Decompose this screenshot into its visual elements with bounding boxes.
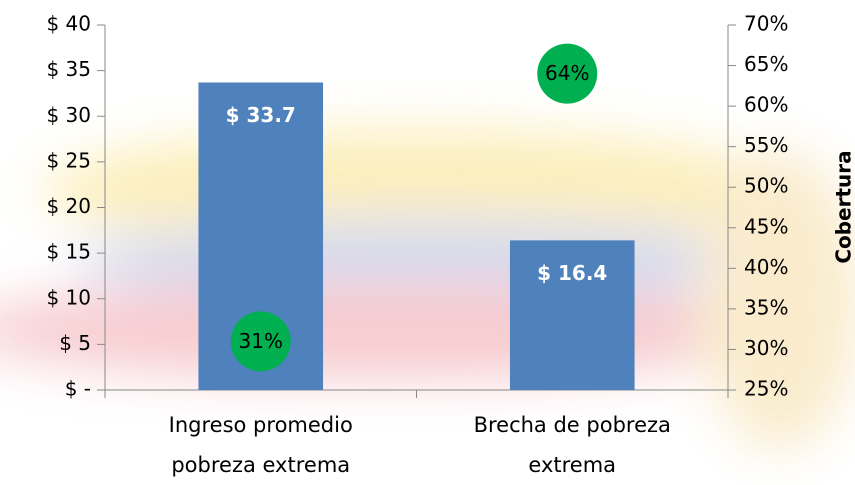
y2-tick-label: 70% — [744, 12, 788, 36]
y-tick-label: $ 20 — [46, 194, 91, 218]
y2-tick-label: 25% — [744, 377, 788, 401]
y-tick-label: $ 15 — [46, 240, 91, 264]
y-tick-label: $ 25 — [46, 148, 91, 172]
y2-tick-label: 65% — [744, 52, 788, 76]
y-tick-label: $ 40 — [46, 12, 91, 36]
y2-tick-label: 30% — [744, 336, 788, 360]
chart: Cobertura $ - $ 5 $ 10 $ 15 $ 20 $ 25 $ 30 $ 35… — [0, 0, 855, 485]
bar-value-label: $ 33.7 — [226, 103, 296, 127]
chart-svg: Cobertura $ - $ 5 $ 10 $ 15 $ 20 $ 25 $ 30 $ 35… — [0, 0, 855, 485]
y2-tick-label: 45% — [744, 214, 788, 238]
y-tick-label: $ 30 — [46, 103, 91, 127]
bar-value-label: $ 16.4 — [537, 261, 607, 285]
marker-value-label: 31% — [239, 329, 283, 353]
x-tick-label: Brecha de pobreza extrema — [452, 405, 692, 485]
marker-value-label: 64% — [545, 61, 589, 85]
y2-tick-label: 40% — [744, 255, 788, 279]
x-tick-label: Ingreso promedio pobreza extrema — [141, 405, 381, 485]
background — [0, 130, 855, 450]
y-tick-label: $ 5 — [59, 331, 91, 355]
y2-tick-label: 60% — [744, 93, 788, 117]
y2-tick-label: 35% — [744, 295, 788, 319]
y-tick-label: $ 35 — [46, 57, 91, 81]
y2-tick-label: 55% — [744, 133, 788, 157]
y2-tick-label: 50% — [744, 174, 788, 198]
y-tick-label: $ 10 — [46, 285, 91, 309]
y2-axis-title: Cobertura — [832, 150, 855, 263]
y-tick-label: $ - — [65, 377, 91, 401]
